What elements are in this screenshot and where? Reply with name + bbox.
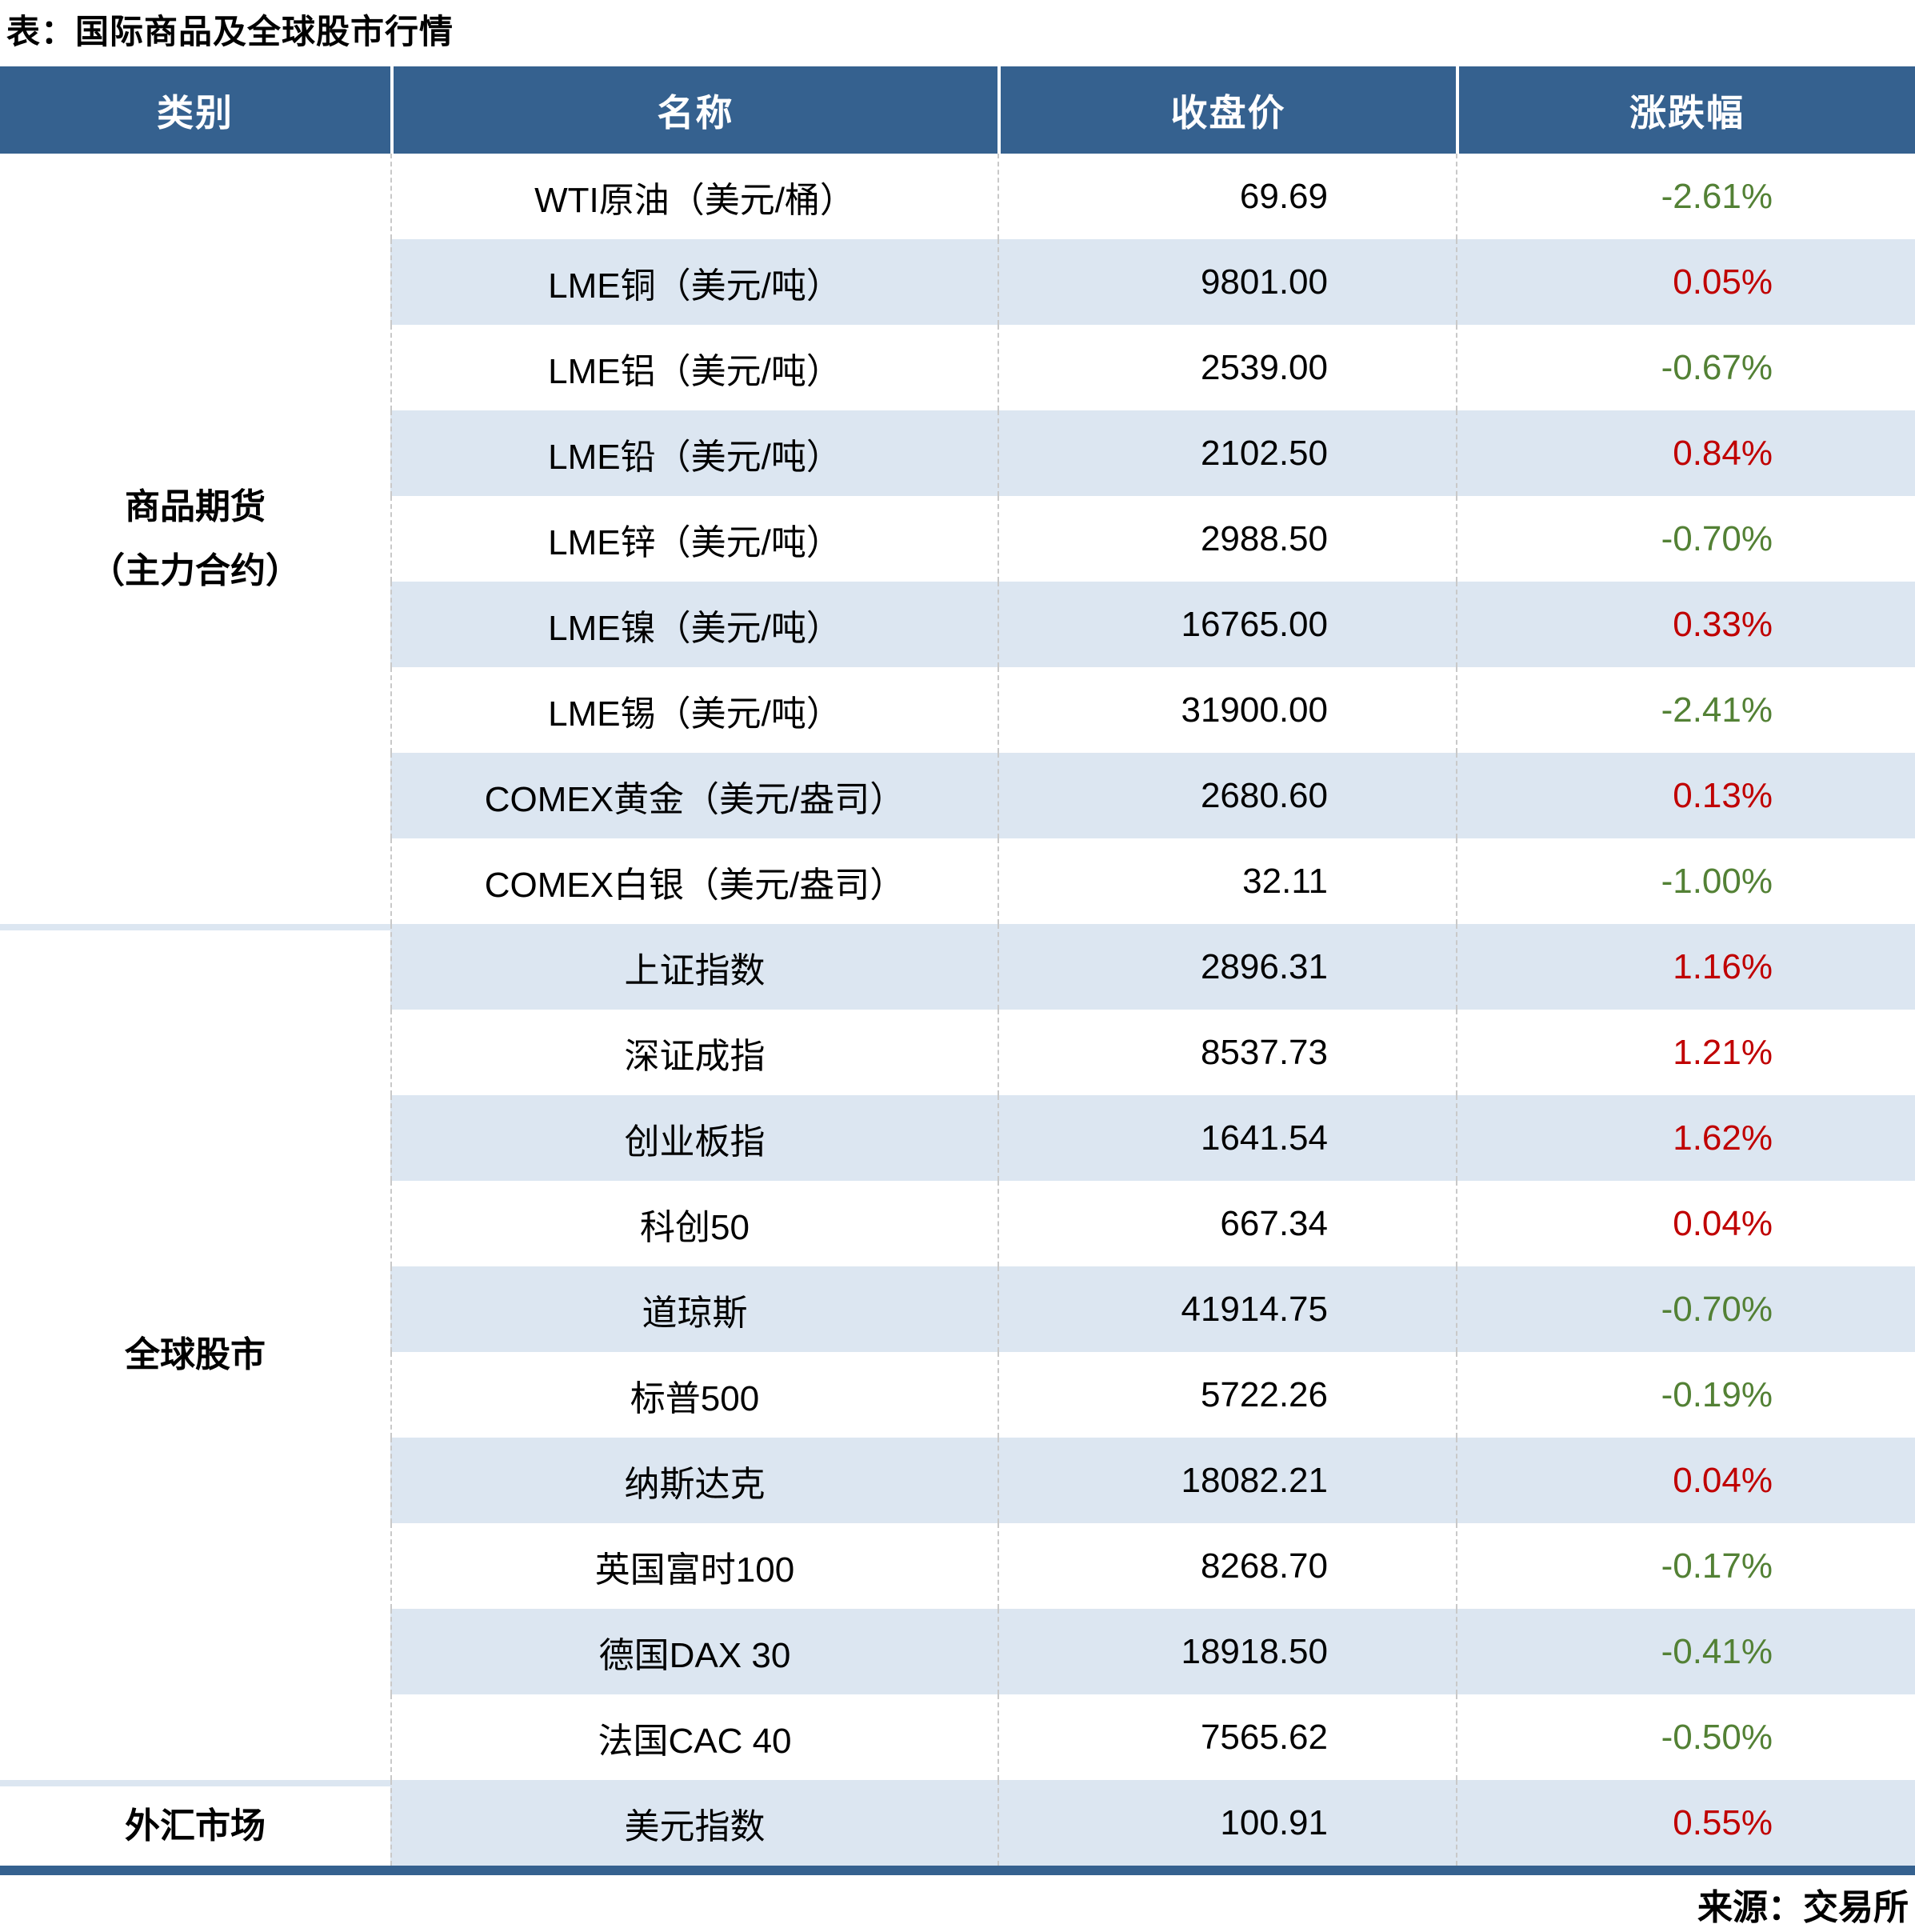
name-cell: COMEX白银（美元/盎司） (390, 838, 997, 924)
change-pct-cell: 1.16% (1456, 924, 1915, 1010)
table-row: LME铜（美元/吨） 9801.00 0.05% (390, 239, 1915, 325)
close-price-cell: 9801.00 (997, 239, 1456, 325)
source-note: 来源：交易所 (1697, 1888, 1909, 1927)
table-row: WTI原油（美元/桶） 69.69 -2.61% (390, 154, 1915, 239)
change-pct-cell: 0.84% (1456, 410, 1915, 496)
table-row: 英国富时100 8268.70 -0.17% (390, 1523, 1915, 1609)
table-row: 美元指数 100.91 0.55% (390, 1780, 1915, 1866)
table-row: 标普500 5722.26 -0.19% (390, 1352, 1915, 1438)
change-pct-cell: -0.67% (1456, 325, 1915, 410)
change-pct-cell: -0.70% (1456, 1266, 1915, 1352)
table-bottom-border (0, 1866, 1915, 1875)
name-cell: 科创50 (390, 1181, 997, 1266)
name-cell: LME锌（美元/吨） (390, 496, 997, 582)
category-column: 商品期货 （主力合约） 全球股市外汇市场 (0, 154, 390, 1866)
name-cell: 英国富时100 (390, 1523, 997, 1609)
change-pct-cell: 0.55% (1456, 1780, 1915, 1866)
change-pct-cell: 0.04% (1456, 1438, 1915, 1523)
change-pct-cell: 0.33% (1456, 582, 1915, 667)
table-row: 深证成指 8537.73 1.21% (390, 1010, 1915, 1095)
table-row: 上证指数 2896.31 1.16% (390, 924, 1915, 1010)
close-price-cell: 2680.60 (997, 753, 1456, 838)
table-row: LME铝（美元/吨） 2539.00 -0.67% (390, 325, 1915, 410)
table-title: 表：国际商品及全球股市行情 (6, 13, 454, 50)
close-price-cell: 32.11 (997, 838, 1456, 924)
category-cell: 全球股市 (0, 924, 390, 1780)
category-line: 外汇市场 (125, 1806, 266, 1846)
table-body: 商品期货 （主力合约） 全球股市外汇市场 WTI原油（美元/桶） 69.69 -2.61… (0, 154, 1915, 1866)
close-price-cell: 8537.73 (997, 1010, 1456, 1095)
close-price-cell: 100.91 (997, 1780, 1456, 1866)
category-line: （主力合约） (90, 550, 301, 590)
change-pct-cell: -1.00% (1456, 838, 1915, 924)
change-pct-cell: 1.62% (1456, 1095, 1915, 1181)
table-row: 德国DAX 30 18918.50 -0.41% (390, 1609, 1915, 1694)
name-cell: 德国DAX 30 (390, 1609, 997, 1694)
name-cell: 创业板指 (390, 1095, 997, 1181)
name-cell: 美元指数 (390, 1780, 997, 1866)
close-price-cell: 8268.70 (997, 1523, 1456, 1609)
change-pct-cell: -0.70% (1456, 496, 1915, 582)
category-line: 商品期货 (125, 487, 266, 527)
table-row: 科创50 667.34 0.04% (390, 1181, 1915, 1266)
category-cell: 外汇市场 (0, 1780, 390, 1866)
change-pct-cell: -0.19% (1456, 1352, 1915, 1438)
table-row: 纳斯达克 18082.21 0.04% (390, 1438, 1915, 1523)
close-price-cell: 18082.21 (997, 1438, 1456, 1523)
header-close-price: 收盘价 (997, 66, 1456, 154)
header-category: 类别 (157, 91, 234, 134)
name-cell: LME镍（美元/吨） (390, 582, 997, 667)
close-price-cell: 2102.50 (997, 410, 1456, 496)
name-cell: WTI原油（美元/桶） (390, 154, 997, 239)
table-header-row: 类别 名称 收盘价 涨跌幅 (0, 66, 1915, 154)
name-cell: 道琼斯 (390, 1266, 997, 1352)
table-row: COMEX白银（美元/盎司） 32.11 -1.00% (390, 838, 1915, 924)
name-cell: 上证指数 (390, 924, 997, 1010)
change-pct-cell: -0.41% (1456, 1609, 1915, 1694)
table-row: LME镍（美元/吨） 16765.00 0.33% (390, 582, 1915, 667)
table-row: LME锌（美元/吨） 2988.50 -0.70% (390, 496, 1915, 582)
header-change-pct: 涨跌幅 (1456, 66, 1915, 154)
close-price-cell: 667.34 (997, 1181, 1456, 1266)
table-row: 法国CAC 40 7565.62 -0.50% (390, 1694, 1915, 1780)
close-price-cell: 1641.54 (997, 1095, 1456, 1181)
close-price-cell: 2896.31 (997, 924, 1456, 1010)
name-cell: 深证成指 (390, 1010, 997, 1095)
rows-column: WTI原油（美元/桶） 69.69 -2.61% LME铜（美元/吨） 9801.00 0… (390, 154, 1915, 1866)
table-row: LME铅（美元/吨） 2102.50 0.84% (390, 410, 1915, 496)
category-cell: 商品期货 （主力合约） (0, 154, 390, 924)
category-line: 全球股市 (125, 1335, 266, 1375)
change-pct-cell: -0.50% (1456, 1694, 1915, 1780)
close-price-cell: 18918.50 (997, 1609, 1456, 1694)
close-price-cell: 2539.00 (997, 325, 1456, 410)
change-pct-cell: 0.05% (1456, 239, 1915, 325)
table-row: LME锡（美元/吨） 31900.00 -2.41% (390, 667, 1915, 753)
change-pct-cell: -0.17% (1456, 1523, 1915, 1609)
change-pct-cell: -2.41% (1456, 667, 1915, 753)
close-price-cell: 69.69 (997, 154, 1456, 239)
close-price-cell: 5722.26 (997, 1352, 1456, 1438)
change-pct-cell: 1.21% (1456, 1010, 1915, 1095)
name-cell: LME铅（美元/吨） (390, 410, 997, 496)
close-price-cell: 2988.50 (997, 496, 1456, 582)
name-cell: LME铝（美元/吨） (390, 325, 997, 410)
table-row: COMEX黄金（美元/盎司） 2680.60 0.13% (390, 753, 1915, 838)
name-cell: LME锡（美元/吨） (390, 667, 997, 753)
table-row: 创业板指 1641.54 1.62% (390, 1095, 1915, 1181)
header-name: 名称 (390, 66, 997, 154)
market-table: 类别 名称 收盘价 涨跌幅 商品期货 （主力合约） 全球股市外汇市场 WTI原油（美… (0, 66, 1915, 1875)
change-pct-cell: 0.04% (1456, 1181, 1915, 1266)
name-cell: LME铜（美元/吨） (390, 239, 997, 325)
change-pct-cell: -2.61% (1456, 154, 1915, 239)
change-pct-cell: 0.13% (1456, 753, 1915, 838)
name-cell: 纳斯达克 (390, 1438, 997, 1523)
close-price-cell: 16765.00 (997, 582, 1456, 667)
name-cell: 法国CAC 40 (390, 1694, 997, 1780)
close-price-cell: 41914.75 (997, 1266, 1456, 1352)
name-cell: COMEX黄金（美元/盎司） (390, 753, 997, 838)
table-row: 道琼斯 41914.75 -0.70% (390, 1266, 1915, 1352)
close-price-cell: 31900.00 (997, 667, 1456, 753)
close-price-cell: 7565.62 (997, 1694, 1456, 1780)
name-cell: 标普500 (390, 1352, 997, 1438)
